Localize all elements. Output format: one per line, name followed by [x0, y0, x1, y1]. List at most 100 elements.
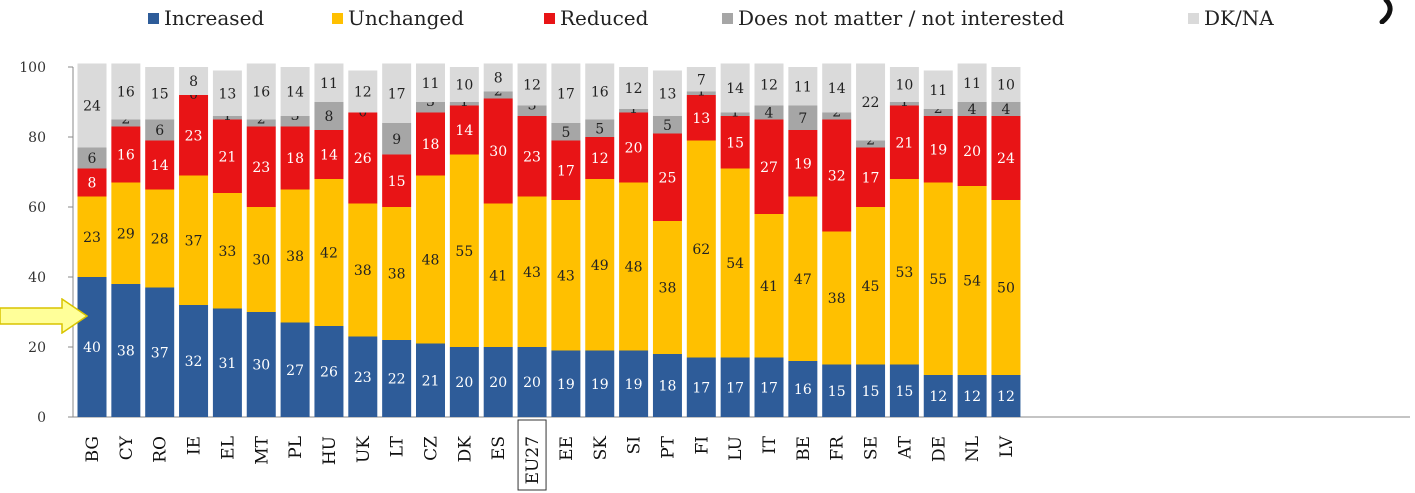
bar-segment	[856, 63, 886, 141]
bar-value-label: 12	[963, 389, 981, 405]
bar-value-label: 38	[286, 249, 304, 265]
bar-segment	[720, 116, 750, 169]
bar-segment	[449, 105, 479, 155]
bar-segment	[517, 105, 547, 116]
legend-swatch	[544, 12, 555, 24]
bar-segment	[788, 67, 818, 106]
bar-value-label: 43	[523, 265, 541, 281]
bar-segment	[856, 207, 886, 365]
bar-value-label: 14	[726, 81, 744, 97]
bar-value-label: 16	[117, 85, 135, 101]
bar-segment	[280, 126, 310, 190]
bar-segment	[822, 364, 852, 417]
highlight-box	[517, 419, 547, 491]
bar-segment	[822, 63, 852, 113]
bar-segment	[822, 231, 852, 365]
bar-value-label: 19	[557, 377, 575, 393]
bar-segment	[754, 357, 784, 417]
bar-value-label: 37	[151, 345, 169, 361]
x-category-label: ES	[489, 436, 509, 460]
bar-value-label: 15	[726, 135, 744, 151]
bar-segment	[483, 63, 513, 92]
bar-segment	[348, 70, 378, 113]
x-category-label: EU27	[523, 436, 543, 484]
bar-value-label: 23	[185, 128, 203, 144]
bar-value-label: 38	[388, 267, 406, 283]
bar-segment	[754, 214, 784, 358]
bar-value-label: 21	[218, 149, 236, 165]
bar-value-label: 62	[692, 242, 710, 258]
bar-value-label: 11	[794, 79, 812, 95]
bar-segment	[856, 364, 886, 417]
bar-segment	[889, 102, 919, 106]
y-tick-label: 100	[19, 60, 46, 76]
bar-segment	[449, 154, 479, 347]
bar-segment	[889, 364, 919, 417]
bar-value-label: 55	[455, 244, 473, 260]
bar-segment	[382, 63, 412, 123]
bar-value-label: 12	[625, 81, 643, 97]
bar-segment	[619, 67, 649, 109]
legend-item: Does not matter / not interested	[722, 6, 1064, 30]
y-tick-label: 40	[28, 270, 46, 286]
x-category-label: BE	[794, 436, 814, 461]
bar-value-label: 38	[659, 281, 677, 297]
bar-value-label: 55	[929, 272, 947, 288]
bar-value-label: 12	[591, 151, 609, 167]
bar-value-label: 6	[155, 123, 164, 139]
bar-segment	[416, 175, 445, 344]
bar-value-label: 48	[422, 253, 440, 269]
bar-value-label: 32	[185, 354, 203, 370]
bar-value-label: 19	[625, 377, 643, 393]
bar-value-label: 14	[828, 81, 846, 97]
bar-value-label: 22	[862, 95, 880, 111]
bar-value-label: 24	[997, 151, 1015, 167]
bar-segment	[889, 67, 919, 102]
bar-segment	[788, 130, 818, 197]
bar-value-label: 38	[828, 291, 846, 307]
bar-value-label: 16	[591, 85, 609, 101]
bar-value-label: 10	[895, 78, 913, 94]
bar-segment	[111, 284, 141, 417]
bar-value-label: 19	[591, 377, 609, 393]
bar-value-label: 12	[523, 78, 541, 94]
x-category-label: FR	[828, 435, 848, 461]
bar-value-label: 16	[794, 382, 812, 398]
bar-value-label: 30	[489, 144, 507, 160]
bar-segment	[991, 116, 1021, 200]
bar-segment	[686, 67, 716, 92]
bar-segment	[889, 179, 919, 365]
x-category-label: NL	[963, 436, 983, 462]
legend-item: Unchanged	[332, 6, 464, 30]
bar-value-label: 54	[726, 256, 744, 272]
bar-value-label: 14	[151, 158, 169, 174]
bar-value-label: 5	[663, 118, 672, 134]
bar-value-label: 42	[320, 246, 338, 262]
bar-value-label: 38	[117, 344, 135, 360]
bar-segment	[652, 70, 682, 116]
bar-segment	[348, 336, 378, 417]
bar-segment	[585, 179, 615, 351]
bar-segment	[382, 207, 412, 340]
bar-segment	[686, 357, 716, 417]
bar-segment	[652, 221, 682, 354]
bar-value-label: 4	[968, 102, 977, 118]
x-category-label: UK	[354, 436, 374, 463]
bar-value-label: 11	[422, 76, 440, 92]
bar-segment	[483, 203, 513, 347]
x-category-label: PL	[286, 436, 306, 459]
bar-value-label: 50	[997, 281, 1015, 297]
bar-segment	[246, 207, 276, 312]
x-category-label: DK	[455, 436, 475, 463]
bar-value-label: 47	[794, 272, 812, 288]
bar-segment	[585, 137, 615, 179]
bar-segment	[212, 119, 242, 193]
bar-segment	[483, 91, 513, 99]
bar-segment	[77, 277, 107, 417]
legend-label: Increased	[164, 6, 265, 30]
bar-value-label: 38	[354, 263, 372, 279]
bar-value-label: 15	[862, 384, 880, 400]
bar-value-label: 20	[523, 375, 541, 391]
bar-value-label: 8	[189, 74, 198, 90]
bar-value-label: 12	[354, 85, 372, 101]
